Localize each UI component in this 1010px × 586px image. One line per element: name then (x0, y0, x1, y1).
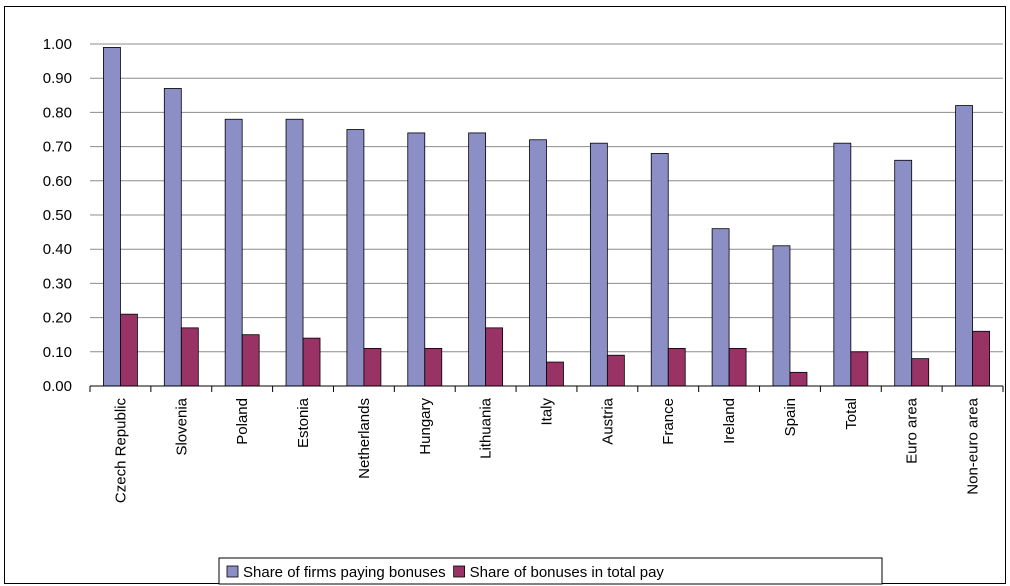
bar-firms-paying-bonuses (955, 105, 973, 387)
y-tick-label: 0.30 (43, 275, 72, 292)
bar-bonuses-share-total-pay (241, 334, 260, 387)
bar-firms-paying-bonuses (163, 88, 182, 387)
y-tick-label: 1.00 (43, 36, 72, 53)
bar-firms-paying-bonuses (650, 153, 669, 387)
x-category-label: Non-euro area (965, 397, 982, 494)
y-tick-label: 0.00 (43, 378, 72, 395)
x-category-label: Ireland (721, 398, 738, 444)
bar-bonuses-share-total-pay (728, 347, 747, 387)
x-axis-category-labels: Czech Republic Slovenia Poland Estonia Nethe… (112, 397, 981, 503)
y-tick-label: 0.40 (43, 241, 72, 258)
legend-label: Share of firms paying bonuses (243, 564, 446, 581)
y-tick-label: 0.90 (43, 70, 72, 87)
legend: Share of firms paying bonuses Share of bo… (218, 557, 883, 585)
bar-firms-paying-bonuses (589, 142, 608, 387)
x-category-label: Poland (234, 398, 251, 445)
x-category-label: Euro area (904, 397, 921, 464)
bar-firms-paying-bonuses (103, 47, 121, 387)
bar-firms-paying-bonuses (711, 228, 730, 387)
y-tick-label: 0.60 (43, 173, 72, 190)
bar-firms-paying-bonuses (772, 245, 791, 387)
bar-bonuses-share-total-pay (546, 361, 564, 387)
bars (103, 47, 990, 387)
x-axis-tick-marks (89, 386, 1004, 392)
x-category-label: Netherlands (356, 398, 373, 479)
x-category-label: Lithuania (478, 397, 495, 459)
x-category-label: Hungary (417, 398, 434, 455)
x-category-label: Slovenia (173, 397, 190, 455)
x-category-label: France (660, 398, 677, 445)
bar-bonuses-share-total-pay (302, 337, 321, 387)
bar-bonuses-share-total-pay (667, 347, 686, 387)
y-tick-label: 0.70 (43, 139, 72, 156)
x-category-label: Czech Republic (112, 398, 129, 504)
x-category-label: Austria (599, 397, 616, 444)
legend-swatch (226, 565, 239, 578)
bar-bonuses-share-total-pay (485, 327, 504, 387)
bar-bonuses-share-total-pay (789, 371, 808, 387)
bar-bonuses-share-total-pay (911, 358, 930, 387)
y-tick-label: 0.50 (43, 207, 72, 224)
x-category-label: Italy (539, 398, 556, 426)
y-tick-label: 0.20 (43, 310, 72, 327)
bar-firms-paying-bonuses (529, 139, 547, 387)
bar-bonuses-share-total-pay (120, 313, 138, 387)
x-category-label: Total (843, 398, 860, 430)
y-axis-tick-labels: 0.00 0.10 0.20 0.30 0.40 0.50 0.60 0.70 0.80 0.90… (43, 36, 72, 395)
legend-label: Share of bonuses in total pay (470, 564, 665, 581)
bar-bonuses-share-total-pay (850, 351, 869, 387)
bar-bonuses-share-total-pay (424, 347, 443, 387)
legend-box (218, 557, 883, 585)
bar-firms-paying-bonuses (894, 159, 913, 387)
x-category-label: Estonia (295, 397, 312, 448)
x-category-label: Spain (782, 398, 799, 436)
bar-bonuses-share-total-pay (606, 354, 625, 387)
bar-firms-paying-bonuses (468, 132, 487, 387)
legend-swatch (453, 565, 466, 578)
bar-bonuses-share-total-pay (972, 330, 990, 387)
y-tick-label: 0.10 (43, 344, 72, 361)
bar-bonuses-share-total-pay (363, 347, 382, 387)
y-tick-label: 0.80 (43, 104, 72, 121)
bar-firms-paying-bonuses (407, 132, 426, 387)
bar-firms-paying-bonuses (346, 129, 365, 387)
bar-firms-paying-bonuses (285, 118, 304, 387)
bar-bonuses-share-total-pay (180, 327, 199, 387)
bar-firms-paying-bonuses (224, 118, 243, 387)
bar-firms-paying-bonuses (833, 142, 852, 387)
